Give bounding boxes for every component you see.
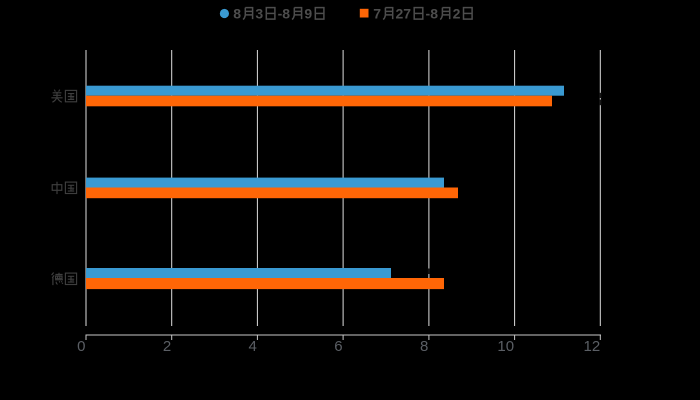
- svg-text:-: -: [278, 6, 283, 22]
- svg-text:6: 6: [334, 338, 342, 355]
- svg-text:9: 9: [304, 6, 312, 22]
- svg-text:3: 3: [255, 6, 263, 22]
- svg-text:0: 0: [77, 338, 85, 355]
- svg-text:8: 8: [233, 6, 241, 22]
- svg-text:27: 27: [396, 6, 412, 22]
- svg-text:2: 2: [163, 338, 171, 355]
- svg-text:2: 2: [453, 6, 461, 22]
- svg-text:4: 4: [249, 338, 257, 355]
- svg-text:10: 10: [497, 338, 514, 355]
- svg-text:7: 7: [373, 6, 381, 22]
- svg-text:8: 8: [282, 6, 290, 22]
- svg-text:8: 8: [430, 6, 438, 22]
- svg-text:8: 8: [420, 338, 428, 355]
- svg-text:-: -: [426, 6, 431, 22]
- svg-text:12: 12: [584, 338, 601, 355]
